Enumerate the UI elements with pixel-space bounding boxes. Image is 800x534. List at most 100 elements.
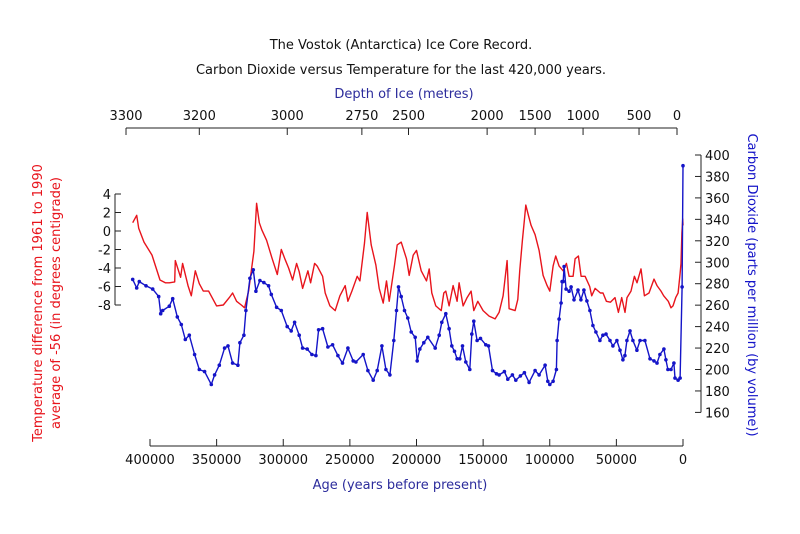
- carbon-dioxide-point: [320, 326, 325, 331]
- carbon-dioxide-point: [623, 353, 627, 358]
- carbon-dioxide-point: [394, 308, 399, 313]
- carbon-dioxide-point: [440, 320, 444, 325]
- chart-subtitle: Carbon Dioxide versus Temperature for th…: [196, 63, 606, 78]
- carbon-dioxide-point: [274, 305, 279, 310]
- co2-tick-label: 220: [705, 342, 730, 357]
- carbon-dioxide-point: [158, 311, 163, 316]
- temperature-tick-label: 4: [103, 188, 111, 203]
- carbon-dioxide-point: [230, 361, 235, 365]
- carbon-dioxide-point: [380, 344, 384, 348]
- carbon-dioxide-point: [562, 264, 566, 269]
- co2-tick-label: 200: [705, 364, 730, 379]
- co2-axis-title: Carbon Dioxide (parts per million (by vo…: [744, 133, 759, 436]
- carbon-dioxide-point: [484, 343, 488, 347]
- depth-tick-label: 3300: [109, 109, 142, 124]
- carbon-dioxide-point: [175, 315, 180, 319]
- carbon-dioxide-point: [179, 322, 184, 327]
- carbon-dioxide-point: [371, 378, 376, 383]
- carbon-dioxide-point: [455, 357, 459, 361]
- carbon-dioxide-point: [621, 358, 625, 362]
- carbon-dioxide-point: [533, 368, 537, 373]
- co2-tick-label: 400: [705, 149, 730, 164]
- carbon-dioxide-point: [415, 359, 420, 363]
- carbon-dioxide-point: [212, 373, 217, 377]
- temperature-tick-label: -4: [98, 262, 111, 277]
- carbon-dioxide-point: [433, 346, 438, 350]
- carbon-dioxide-point: [666, 367, 670, 372]
- carbon-dioxide-point: [366, 368, 370, 373]
- carbon-dioxide-point: [192, 352, 197, 357]
- carbon-dioxide-point: [551, 379, 555, 384]
- carbon-dioxide-point: [316, 328, 321, 332]
- carbon-dioxide-point: [669, 367, 673, 372]
- carbon-dioxide-point: [314, 353, 318, 358]
- co2-tick-label: 300: [705, 256, 730, 271]
- carbon-dioxide-point: [254, 289, 258, 294]
- depth-tick-label: 1500: [519, 109, 552, 124]
- age-tick-label: 100000: [525, 453, 575, 468]
- depth-tick-label: 2500: [392, 109, 425, 124]
- carbon-dioxide-point: [248, 276, 252, 281]
- carbon-dioxide-point: [183, 337, 188, 342]
- carbon-dioxide-point: [490, 368, 495, 373]
- temperature-axis-title-line2: average of -56 (in degrees centigrade): [49, 177, 64, 429]
- depth-tick-label: 0: [673, 109, 681, 124]
- depth-tick-label: 500: [627, 109, 652, 124]
- carbon-dioxide-point: [266, 284, 271, 288]
- carbon-dioxide-point: [392, 338, 396, 343]
- carbon-dioxide-point: [409, 330, 414, 334]
- carbon-dioxide-point: [279, 308, 284, 313]
- carbon-dioxide-point: [518, 374, 523, 378]
- carbon-dioxide-point: [559, 301, 563, 305]
- carbon-dioxide-point: [375, 368, 380, 373]
- carbon-dioxide-point: [236, 363, 240, 368]
- carbon-dioxide-point: [351, 359, 356, 363]
- carbon-dioxide-point: [594, 330, 598, 334]
- temperature-axis: 4 2 0 -2 -4 -6 -8: [98, 188, 121, 314]
- carbon-dioxide-point: [625, 338, 629, 343]
- co2-tick-label: 280: [705, 278, 730, 293]
- carbon-dioxide-point: [564, 287, 568, 291]
- carbon-dioxide-point: [384, 367, 388, 372]
- co2-tick-label: 340: [705, 213, 730, 228]
- carbon-dioxide-point: [497, 373, 501, 377]
- carbon-dioxide-point: [510, 373, 515, 377]
- carbon-dioxide-point: [300, 346, 305, 350]
- carbon-dioxide-point: [514, 378, 518, 383]
- carbon-dioxide-point: [548, 382, 552, 387]
- co2-tick-label: 360: [705, 192, 730, 207]
- carbon-dioxide-point: [631, 338, 635, 343]
- carbon-dioxide-point: [187, 333, 192, 338]
- age-tick-label: 200000: [392, 453, 442, 468]
- carbon-dioxide-point: [635, 348, 639, 353]
- carbon-dioxide-point: [361, 352, 366, 357]
- carbon-dioxide-point: [269, 292, 274, 297]
- carbon-dioxide-point: [450, 344, 454, 348]
- carbon-dioxide-point: [226, 344, 230, 348]
- depth-tick-label: 3000: [271, 109, 304, 124]
- carbon-dioxide-point: [652, 359, 656, 363]
- age-tick-label: 250000: [325, 453, 375, 468]
- carbon-dioxide-point: [222, 346, 227, 350]
- co2-tick-label: 180: [705, 385, 730, 400]
- carbon-dioxide-point: [262, 280, 266, 285]
- carbon-dioxide-point: [588, 308, 592, 313]
- carbon-dioxide-point: [167, 304, 172, 309]
- carbon-dioxide-point: [402, 308, 407, 313]
- depth-tick-label: 2750: [345, 109, 378, 124]
- carbon-dioxide-point: [618, 348, 622, 353]
- carbon-dioxide-point: [292, 320, 297, 325]
- temperature-tick-label: 0: [103, 225, 111, 240]
- carbon-dioxide-point: [460, 344, 465, 348]
- carbon-dioxide-point: [285, 324, 290, 329]
- chart-title: The Vostok (Antarctica) Ice Core Record.: [269, 38, 533, 53]
- temperature-tick-label: -6: [98, 281, 111, 296]
- carbon-dioxide-point: [437, 333, 442, 338]
- carbon-dioxide-point: [426, 335, 430, 340]
- carbon-dioxide-point: [464, 360, 468, 364]
- temperature-tick-label: -8: [98, 299, 111, 314]
- temperature-line: [132, 202, 684, 320]
- carbon-dioxide-point: [680, 285, 684, 289]
- carbon-dioxide-point: [150, 287, 155, 291]
- depth-axis-title: Depth of Ice (metres): [334, 87, 473, 102]
